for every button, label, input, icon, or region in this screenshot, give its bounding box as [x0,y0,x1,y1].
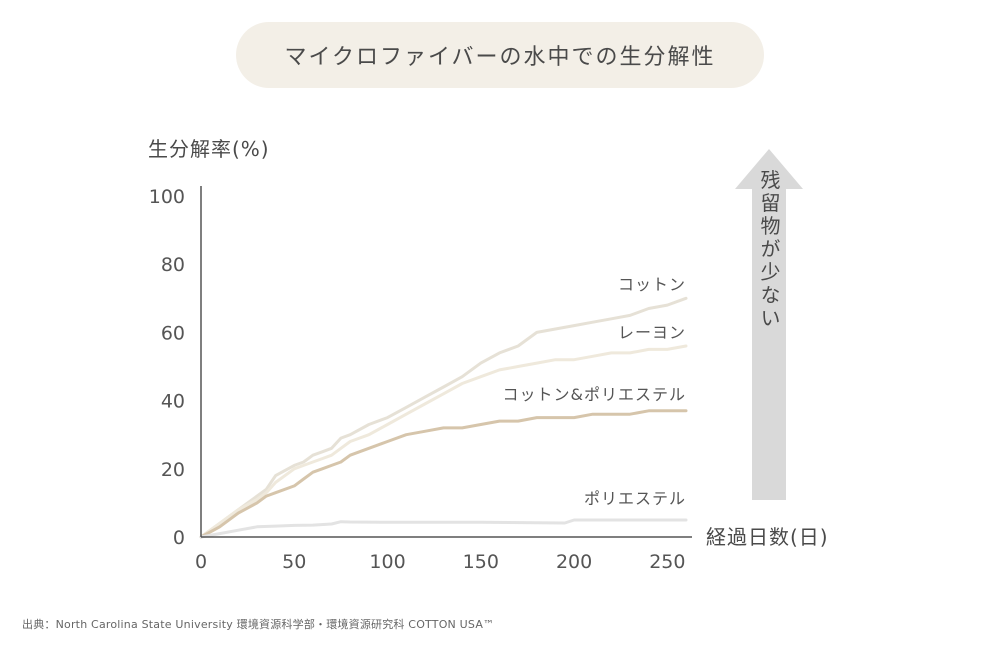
chart-title: マイクロファイバーの水中での生分解性 [236,22,764,88]
x-axis-label: 経過日数(日) [706,525,829,549]
y-axis-label: 生分解率(%) [148,137,270,161]
series-line-1 [199,296,688,539]
annotation-label: 残留物が少ない [757,169,781,330]
series-line-3 [199,409,688,539]
annotation-arrow [735,149,803,500]
x-tick-label-200: 200 [556,551,592,573]
x-tick-label-150: 150 [463,551,499,573]
y-tick-label-60: 60 [161,322,185,344]
series-label-2: レーヨン [618,323,686,342]
x-tick-label-100: 100 [369,551,405,573]
x-tick-label-250: 250 [649,551,685,573]
y-tick-label-0: 0 [173,527,185,549]
y-tick-label-20: 20 [161,459,185,481]
x-tick-label-0: 0 [195,551,207,573]
series-label-3: コットン&ポリエステル [503,385,686,404]
source-note: 出典：North Carolina State University 環境資源科… [22,618,495,631]
y-tick-label-80: 80 [161,254,185,276]
x-tick-label-50: 50 [282,551,306,573]
series-label-1: コットン [618,275,686,294]
series-line-4 [199,518,688,539]
series-line-2 [199,344,688,539]
series-label-4: ポリエステル [584,489,686,508]
y-tick-label-100: 100 [149,186,185,208]
y-tick-label-40: 40 [161,391,185,413]
